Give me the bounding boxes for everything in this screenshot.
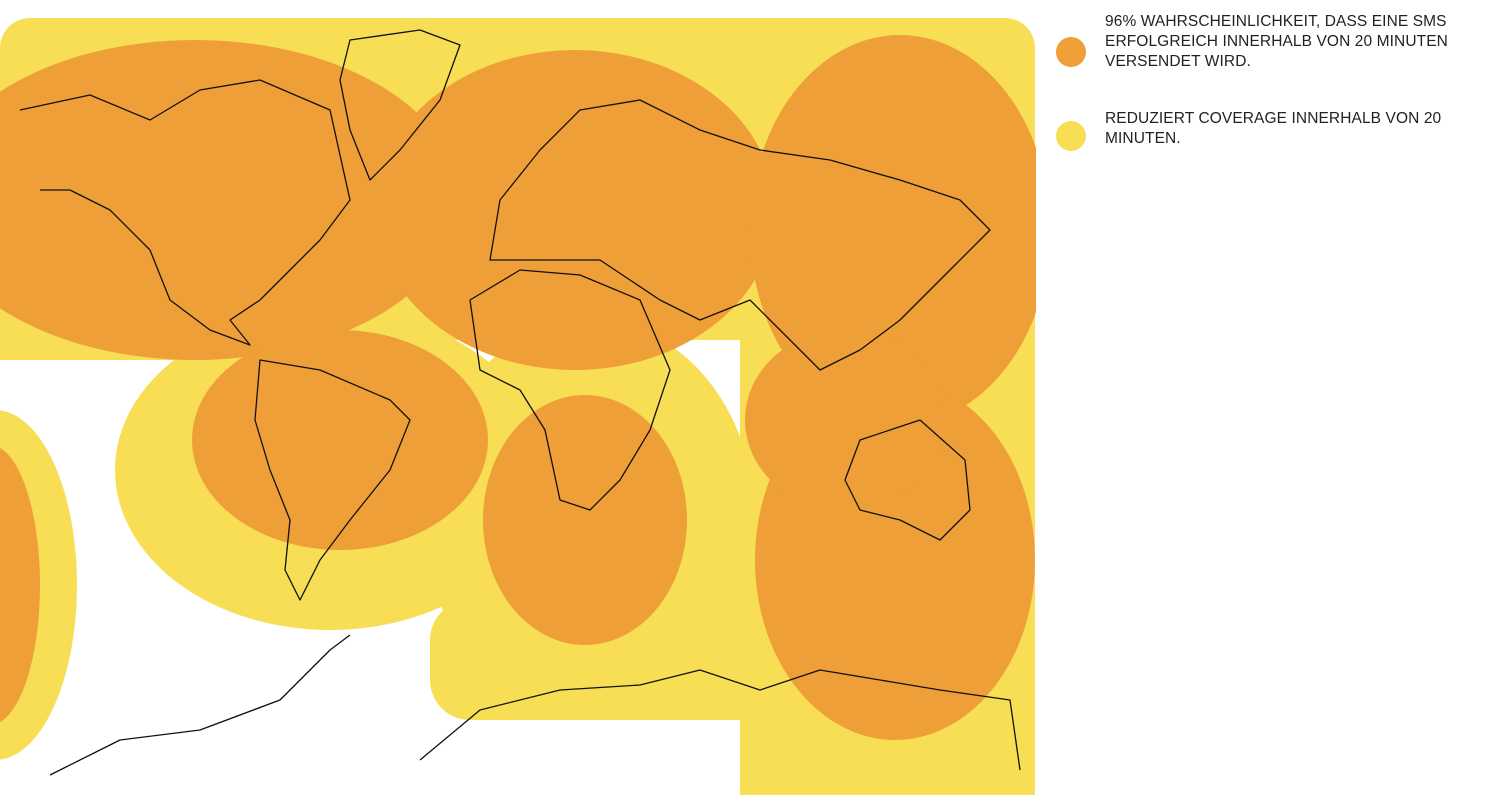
legend-item: 96% WAHRSCHEINLICHKEIT, DASS EINE SMS ER… (1056, 12, 1476, 82)
legend-item: REDUZIERT COVERAGE INNERHALB VON 20 MINU… (1056, 109, 1476, 179)
legend-swatch (1056, 37, 1086, 67)
legend-label: 96% WAHRSCHEINLICHKEIT, DASS EINE SMS ER… (1105, 13, 1448, 70)
continent-outlines (19, 29, 1021, 776)
legend-label: REDUZIERT COVERAGE INNERHALB VON 20 MINU… (1105, 110, 1442, 147)
full-coverage-area (0, 35, 1036, 740)
legend-swatch (1056, 121, 1086, 151)
coverage-map (0, 18, 1036, 795)
